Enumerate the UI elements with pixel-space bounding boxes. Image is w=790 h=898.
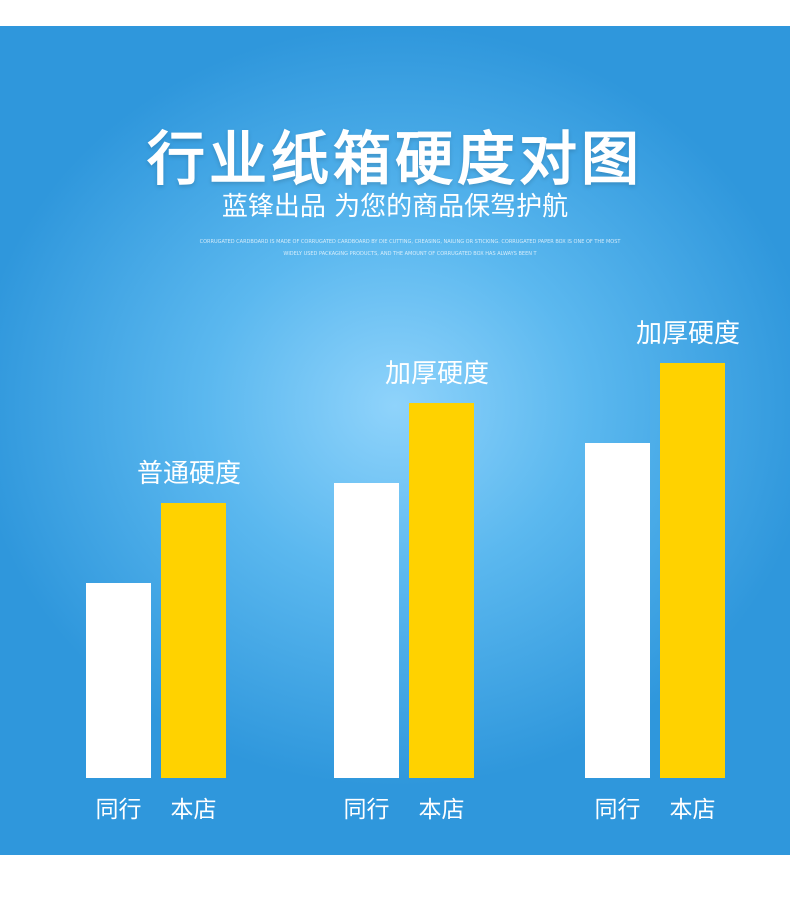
x-tick-label-group2-2: 本店 — [418, 797, 465, 823]
x-tick-label-group1-1: 同行 — [95, 797, 142, 823]
group-label-2: 加厚硬度 — [385, 359, 490, 389]
bar-group3-store — [660, 363, 725, 778]
x-tick-label-group1-2: 本店 — [170, 797, 217, 823]
group-label-1: 普通硬度 — [137, 459, 242, 489]
x-tick-label-group3-1: 同行 — [594, 797, 641, 823]
bar-group1-store — [161, 503, 226, 778]
bar-group2-peer — [334, 483, 399, 778]
group-label-3: 加厚硬度 — [636, 319, 741, 349]
page-title: 行业纸箱硬度对图 — [146, 125, 643, 193]
x-tick-label-group3-2: 本店 — [669, 797, 716, 823]
bar-group2-store — [409, 403, 474, 778]
x-tick-label-group2-1: 同行 — [343, 797, 390, 823]
fine-print-line-2: WIDELY USED PACKAGING PRODUCTS, AND THE … — [283, 251, 537, 257]
bar-group1-peer — [86, 583, 151, 778]
page-subtitle: 蓝锋出品 为您的商品保驾护航 — [221, 192, 569, 222]
fine-print-line-1: CORRUGATED CARDBOARD IS MADE OF CORRUGAT… — [199, 239, 621, 245]
bar-group3-peer — [585, 443, 650, 778]
